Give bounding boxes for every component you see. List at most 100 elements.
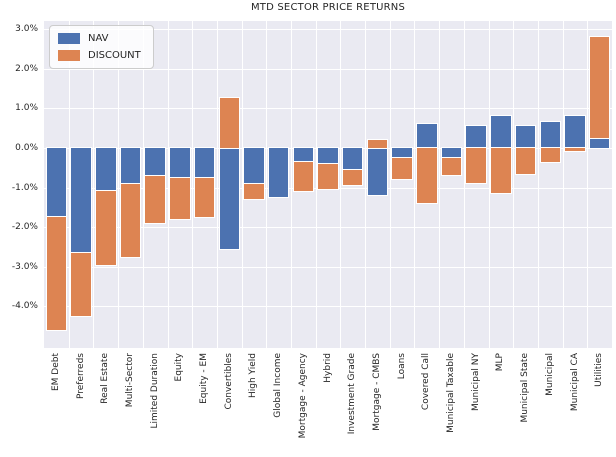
x-tick-label: Covered Call: [421, 353, 432, 411]
bar-segment-nav: [144, 146, 166, 177]
discount-swatch-icon: [58, 50, 80, 61]
y-tick-label: 0.0%: [15, 142, 38, 153]
legend-item-nav: NAV: [58, 33, 141, 44]
bar-segment-discount: [218, 97, 240, 149]
bar-segment-nav: [95, 146, 117, 193]
x-tick-label: Real Estate: [100, 353, 111, 404]
x-tick-label: Investment Grade: [347, 353, 358, 435]
gridline: [44, 227, 612, 229]
bar-segment-discount: [70, 251, 92, 318]
bar-segment-nav: [193, 146, 216, 179]
x-tick-label: Hybrid: [322, 353, 333, 383]
bar-segment-nav: [539, 121, 561, 149]
bar-segment-discount: [490, 146, 512, 195]
bar-segment-nav: [169, 146, 191, 179]
bar-segment-discount: [514, 146, 537, 175]
y-tick-label: -1.0%: [11, 182, 38, 193]
gridline: [587, 21, 589, 348]
bar-segment-discount: [119, 182, 142, 258]
bar-segment-discount: [366, 138, 389, 149]
gridline: [44, 306, 612, 308]
bar-segment-nav: [317, 146, 339, 165]
gridline: [241, 21, 243, 348]
x-tick-label: Equity: [174, 353, 185, 382]
gridline: [315, 21, 317, 348]
x-tick-label: Global Income: [273, 353, 284, 418]
gridline: [266, 21, 268, 348]
gridline: [44, 266, 612, 268]
x-tick-label: MLP: [495, 353, 506, 372]
bar-segment-nav: [588, 136, 611, 149]
gridline: [93, 21, 95, 348]
bar-segment-nav: [366, 146, 389, 197]
bar-segment-nav: [465, 125, 487, 149]
gridline: [389, 21, 391, 348]
legend-label-nav: NAV: [88, 33, 109, 44]
gridline: [44, 68, 612, 70]
x-tick-label: Limited Duration: [149, 353, 160, 429]
bar-segment-discount: [193, 176, 216, 219]
x-tick-label: High Yield: [248, 353, 259, 398]
gridline: [142, 21, 144, 348]
x-tick-label: Equity - EM: [199, 353, 209, 404]
bar-segment-nav: [243, 146, 265, 185]
gridline: [340, 21, 342, 348]
bar-segment-discount: [539, 146, 561, 163]
gridline: [192, 21, 194, 348]
bar-segment-nav: [119, 146, 142, 185]
bar-segment-discount: [440, 156, 463, 177]
gridline: [488, 21, 490, 348]
bar-segment-nav: [416, 123, 438, 149]
gridline: [291, 21, 292, 348]
bar-segment-nav: [440, 146, 463, 159]
gridline: [44, 108, 612, 110]
bar-segment-nav: [391, 146, 413, 159]
gridline: [439, 21, 441, 348]
bar-segment-nav: [218, 146, 240, 250]
bar-segment-discount: [243, 182, 265, 201]
nav-swatch-icon: [58, 33, 80, 44]
legend-item-discount: DISCOUNT: [58, 50, 141, 61]
bar-segment-discount: [588, 35, 611, 139]
y-tick-label: 3.0%: [15, 23, 38, 34]
bar-segment-discount: [391, 156, 413, 181]
bar-segment-nav: [292, 146, 314, 163]
gridline: [44, 28, 612, 30]
gridline: [513, 21, 515, 348]
bar-segment-discount: [292, 160, 314, 193]
x-tick-label: EM Debt: [50, 353, 61, 392]
gridline: [537, 21, 539, 348]
gridline: [216, 21, 218, 348]
x-tick-label: Municipal: [544, 353, 555, 396]
x-tick-label: Municipal Taxable: [446, 353, 456, 433]
y-tick-label: -4.0%: [11, 301, 38, 312]
plot-area: NAV DISCOUNT: [44, 21, 612, 348]
bar-segment-nav: [267, 146, 290, 199]
x-tick-label: Municipal State: [520, 353, 531, 423]
x-tick-label: Municipal NY: [470, 353, 481, 411]
x-tick-label: Preferreds: [75, 353, 86, 399]
bar-segment-nav: [490, 115, 512, 149]
bar-segment-discount: [169, 176, 191, 221]
legend-label-discount: DISCOUNT: [88, 50, 141, 61]
legend: NAV DISCOUNT: [49, 25, 154, 69]
bar-segment-discount: [416, 146, 438, 205]
bar-segment-nav: [514, 125, 537, 149]
bar-segment-discount: [45, 216, 68, 332]
gridline: [463, 21, 465, 348]
gridline: [562, 21, 564, 348]
chart-title: MTD SECTOR PRICE RETURNS: [250, 2, 406, 13]
x-tick-label: Convertibles: [223, 353, 234, 410]
y-tick-label: 1.0%: [15, 103, 38, 114]
x-tick-label: Loans: [396, 353, 407, 380]
gridline: [414, 21, 416, 348]
gridline: [365, 21, 366, 348]
y-tick-label: 2.0%: [15, 63, 38, 74]
bar-segment-nav: [70, 146, 92, 254]
x-tick-label: Municipal CA: [569, 353, 580, 412]
bar-segment-discount: [317, 162, 339, 191]
x-tick-label: Multi-Sector: [124, 353, 135, 408]
y-tick-label: -3.0%: [11, 261, 38, 272]
bar-segment-nav: [45, 146, 68, 219]
